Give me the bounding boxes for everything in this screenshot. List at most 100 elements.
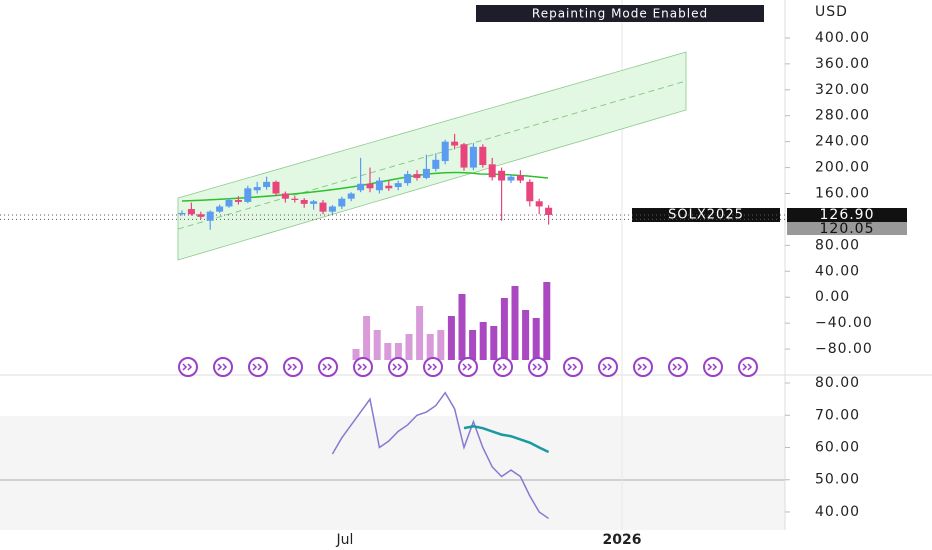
candle-body <box>404 174 412 184</box>
marker-icon-glyph <box>497 363 508 371</box>
marker-icon <box>318 357 338 377</box>
y-tick-label: 320.00 <box>815 82 870 98</box>
marker-icon <box>738 357 758 377</box>
currency: USD <box>815 4 848 20</box>
last-price-label: 126.90 <box>820 207 875 223</box>
volume-bar <box>426 334 434 360</box>
candle-body <box>460 144 468 168</box>
volume-bar <box>363 316 371 360</box>
volume-bar <box>500 298 508 360</box>
candle-body <box>357 183 365 191</box>
marker-icon <box>178 357 198 377</box>
marker-icon-glyph <box>567 363 578 371</box>
marker-icon-glyph <box>287 363 298 371</box>
candle-body <box>263 181 271 188</box>
marker-icon <box>283 357 303 377</box>
volume-bar <box>479 322 487 360</box>
y-tick-label: 0.00 <box>815 289 850 305</box>
candle-body <box>385 185 393 189</box>
candle-body <box>507 176 515 181</box>
candle-body <box>375 180 383 191</box>
candle-body <box>328 206 336 212</box>
banner-box <box>476 5 764 22</box>
marker-icon-glyph <box>182 363 193 371</box>
marker-icon-glyph <box>322 363 333 371</box>
marker-icon <box>423 357 443 377</box>
x-tick-label: Jul <box>336 532 354 548</box>
osc-y-tick-label: 70.00 <box>815 407 860 423</box>
y-tick-label: 360.00 <box>815 56 870 72</box>
volume-bar <box>543 282 551 360</box>
candle-body <box>469 146 477 168</box>
candle-body <box>535 201 543 207</box>
volume-bar <box>437 330 445 360</box>
candle-body <box>253 187 261 191</box>
y-tick-label: 200.00 <box>815 160 870 176</box>
candle-body <box>347 193 355 199</box>
volume-bar <box>522 310 530 360</box>
candle-body <box>178 212 186 215</box>
volume-bar <box>469 330 477 360</box>
volume-bar <box>447 316 455 360</box>
candle-body <box>394 183 402 188</box>
osc-y-tick-label: 80.00 <box>815 375 860 391</box>
candle-body <box>451 141 459 146</box>
marker-icon-glyph <box>392 363 403 371</box>
regression-channel <box>177 51 687 261</box>
candle-body <box>422 168 430 178</box>
candle-body <box>197 214 205 217</box>
marker-icon-glyph <box>427 363 438 371</box>
marker-icon-glyph <box>742 363 753 371</box>
candle-body <box>291 198 299 200</box>
y-tick-label: 400.00 <box>815 30 870 46</box>
marker-icon <box>633 357 653 377</box>
symbol-label: SOLX2025 <box>668 208 744 223</box>
y-tick-label: 160.00 <box>815 186 870 202</box>
marker-icon <box>703 357 723 377</box>
marker-icon <box>668 357 688 377</box>
candle-body <box>413 174 421 178</box>
y-tick-label: 80.00 <box>815 237 860 253</box>
candle-body <box>272 181 280 194</box>
marker-icon <box>493 357 513 377</box>
candle-body <box>310 201 318 204</box>
y-tick-label: −40.00 <box>815 315 873 331</box>
marker-icon <box>353 357 373 377</box>
candle-body <box>545 207 553 215</box>
candle-body <box>319 202 327 212</box>
price-box <box>787 208 907 222</box>
volume-bar <box>352 349 360 360</box>
candle-body <box>234 199 242 202</box>
y-tick-label: −80.00 <box>815 341 873 357</box>
volume-bar <box>384 343 392 360</box>
candle-body <box>300 199 308 204</box>
osc-y-tick-label: 60.00 <box>815 440 860 456</box>
y-tick-label: 240.00 <box>815 134 870 150</box>
marker-icon-glyph <box>462 363 473 371</box>
volume-bar <box>405 334 413 360</box>
osc-y-tick-label: 40.00 <box>815 504 860 520</box>
candle-body <box>366 183 374 189</box>
volume-bar <box>394 343 402 360</box>
candle-body <box>432 159 440 169</box>
marker-icon-glyph <box>357 363 368 371</box>
candle-body <box>498 170 506 181</box>
candle-body <box>479 146 487 165</box>
volume-bar <box>532 318 540 360</box>
marker-icon <box>563 357 583 377</box>
volume-bar <box>416 306 424 360</box>
marker-icon-glyph <box>707 363 718 371</box>
marker-icon <box>458 357 478 377</box>
marker-icon-glyph <box>532 363 543 371</box>
marker-icon-glyph <box>602 363 613 371</box>
oscillator-band <box>0 416 785 530</box>
marker-icon <box>598 357 618 377</box>
candle-body <box>281 193 289 199</box>
price-box-2 <box>787 222 907 235</box>
volume-bar <box>373 330 381 360</box>
marker-icon-glyph <box>672 363 683 371</box>
candle-body <box>488 164 496 178</box>
candle-body <box>206 211 214 221</box>
y-tick-label: 40.00 <box>815 263 860 279</box>
oscillator-line <box>463 424 550 454</box>
